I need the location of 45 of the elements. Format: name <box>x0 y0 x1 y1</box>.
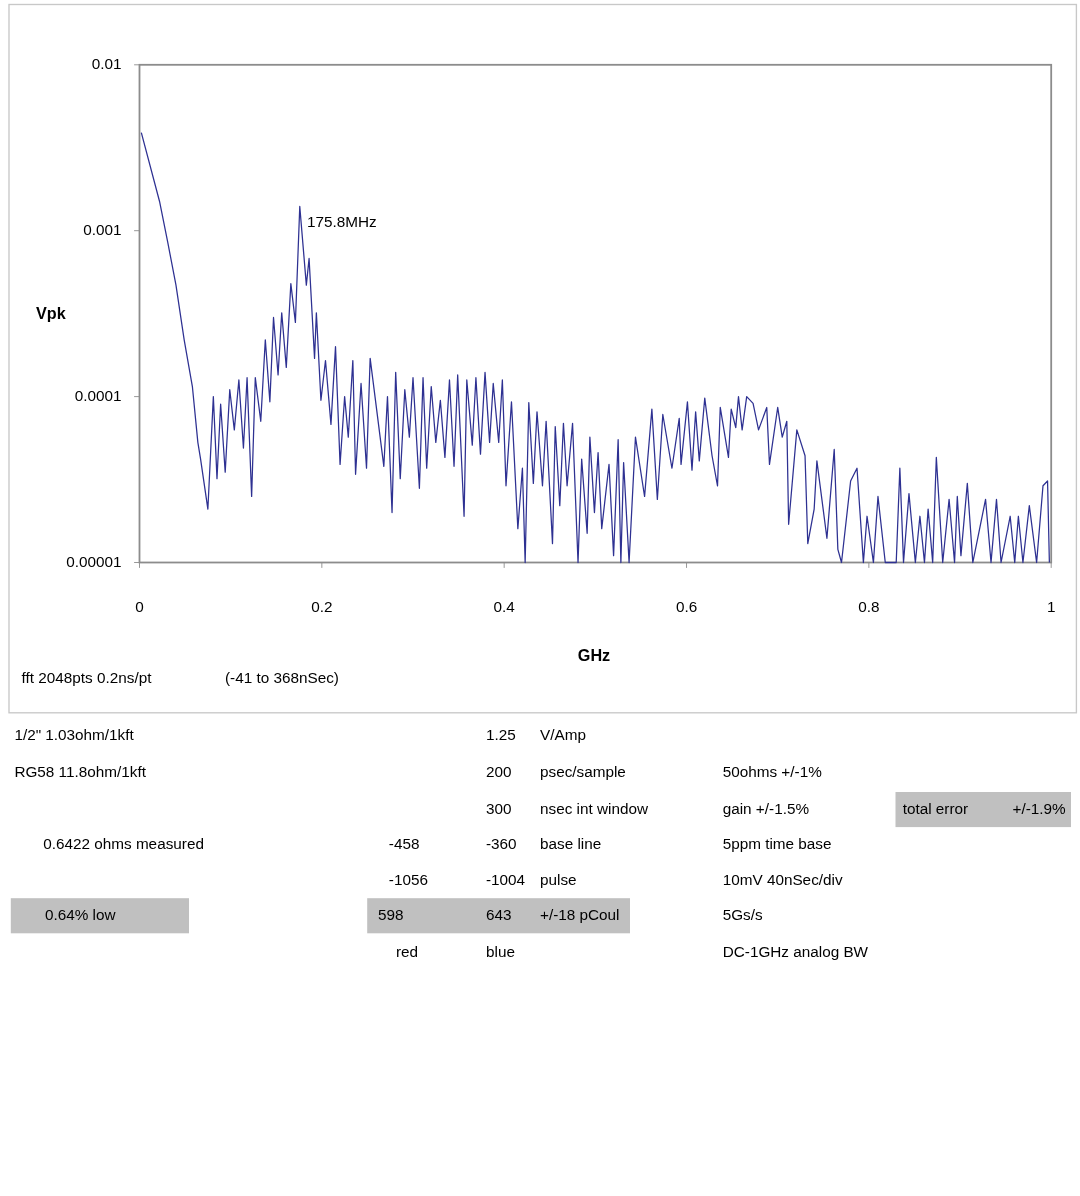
text: psec/sample <box>540 763 626 781</box>
text: -458 <box>388 835 420 853</box>
x-tick-label: 0 <box>135 597 144 615</box>
text: 1/2" 1.03ohm/1kft <box>14 726 135 744</box>
y-axis-title: Vpk <box>36 304 67 323</box>
text: 5Gs/s <box>722 906 763 924</box>
y-tick-label: 0.00001 <box>66 552 122 570</box>
y-tick-label: 0.0001 <box>74 386 122 404</box>
text: V/Amp <box>540 726 586 744</box>
annotation: 175.8MHz <box>306 212 377 230</box>
x-tick-label: 0.8 <box>858 597 880 615</box>
text: 0.6422 ohms measured <box>43 835 204 853</box>
text: 10mV 40nSec/div <box>722 871 843 889</box>
text: nsec int window <box>540 800 649 818</box>
text: 200 <box>486 763 512 781</box>
y-tick-label: 0.01 <box>91 54 122 72</box>
text: total error <box>902 800 969 818</box>
text: fft 2048pts 0.2ns/pt <box>21 668 153 686</box>
text: -1004 <box>486 871 526 889</box>
text: gain +/-1.5% <box>722 800 810 818</box>
text: 598 <box>378 906 404 924</box>
text: pulse <box>540 871 577 889</box>
text: 50ohms +/-1% <box>722 763 823 781</box>
x-tick-label: 1 <box>1046 597 1056 615</box>
text: +/-1.9% <box>1012 800 1067 818</box>
text: (-41 to 368nSec) <box>225 668 339 686</box>
text: red <box>396 943 419 961</box>
x-tick-label: 0.4 <box>493 597 516 615</box>
text: -1056 <box>388 871 428 889</box>
text: DC-1GHz analog BW <box>722 943 869 961</box>
text: blue <box>486 943 515 961</box>
x-axis-title: GHz <box>577 646 611 665</box>
text: 643 <box>486 906 512 924</box>
text: base line <box>540 835 602 853</box>
text: 5ppm time base <box>722 835 832 853</box>
text: 1.25 <box>486 726 516 744</box>
x-tick-label: 0.6 <box>675 597 698 615</box>
text: +/-18 pCoul <box>540 906 620 924</box>
text: RG58 11.8ohm/1kft <box>14 763 147 781</box>
text: 0.64% low <box>45 906 117 924</box>
y-tick-label: 0.001 <box>83 220 122 238</box>
line-series <box>140 132 1051 564</box>
text: 300 <box>486 800 512 818</box>
text: -360 <box>486 835 517 853</box>
x-tick-label: 0.2 <box>311 597 333 615</box>
